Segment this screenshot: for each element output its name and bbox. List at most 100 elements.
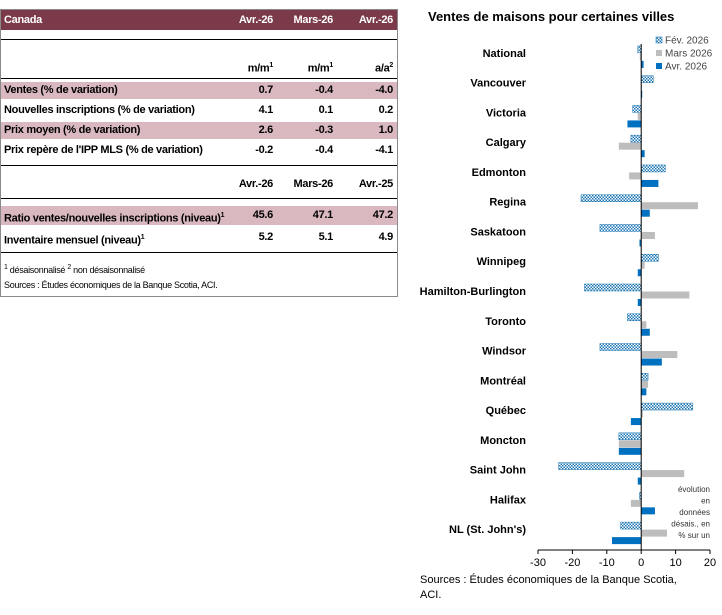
table-row: Ventes (% de variation) 0.7 -0.4 -4.0 — [1, 82, 397, 99]
row-value: 0.7 — [258, 84, 274, 96]
bar — [641, 507, 655, 515]
row-value: 0.2 — [378, 104, 394, 116]
bar — [629, 172, 642, 180]
bar — [599, 224, 642, 232]
bar — [618, 440, 642, 448]
row-label: Prix moyen (% de variation) — [4, 124, 141, 136]
annotation-line: évolution — [678, 485, 710, 494]
bar — [632, 105, 642, 113]
x-tick-label: -30 — [530, 557, 546, 569]
table-source: Sources : Études économiques de la Banqu… — [4, 280, 218, 290]
row-value: 4.9 — [378, 231, 394, 243]
table-subheader-row: Avr.-26 Mars-26 Avr.-25 — [1, 176, 397, 192]
chart-source-line: ACI. — [420, 589, 442, 601]
row-value: -4.1 — [375, 144, 393, 156]
subheader-c3: Avr.-25 — [358, 178, 393, 190]
row-value: 5.1 — [318, 231, 334, 243]
bar — [641, 202, 698, 210]
bar — [637, 45, 642, 54]
bar — [584, 283, 642, 292]
category-label: Winnipeg — [477, 256, 526, 268]
category-label: Hamilton-Burlington — [420, 286, 527, 298]
table-divider — [1, 39, 397, 40]
units-c2: m/m1 — [307, 62, 334, 75]
bar — [637, 477, 642, 485]
bar — [641, 470, 685, 478]
bar — [641, 261, 645, 269]
category-label: Moncton — [480, 435, 526, 447]
table-header-c3: Avr.-26 — [358, 14, 393, 26]
legend-swatch — [656, 63, 662, 69]
category-label: Québec — [486, 405, 526, 417]
category-label: National — [483, 48, 526, 60]
bar — [641, 179, 659, 187]
row-value: 4.1 — [258, 104, 274, 116]
annotation-line: en — [701, 497, 710, 506]
units-c3: a/a2 — [375, 62, 393, 75]
legend-label: Fév. 2026 — [665, 36, 709, 47]
category-label: Windsor — [482, 346, 527, 358]
row-label: Ventes (% de variation) — [4, 84, 118, 96]
bar — [640, 164, 666, 173]
bar — [641, 410, 643, 418]
bar — [637, 269, 642, 277]
x-tick-label: 20 — [704, 557, 716, 569]
annotation-line: désais., en — [671, 520, 710, 529]
table-divider — [1, 78, 397, 79]
table-row: Prix repère de l'IPP MLS (% de variation… — [1, 142, 397, 159]
housing-table: Canada Avr.-26 Mars-26 Avr.-26 m/m1 m/m1… — [0, 9, 398, 297]
bar — [641, 60, 644, 68]
table-header-row: Canada Avr.-26 Mars-26 Avr.-26 — [1, 10, 397, 30]
bar — [639, 53, 642, 61]
chart-source-line: Sources : Études économiques de la Banqu… — [420, 574, 677, 586]
table-units-row: m/m1 m/m1 a/a2 — [1, 58, 397, 75]
category-label: Saint John — [470, 465, 527, 477]
bar — [620, 521, 642, 530]
category-label: Saskatoon — [470, 226, 526, 238]
bar — [630, 499, 642, 507]
bar — [641, 351, 678, 359]
row-value: 1.0 — [378, 124, 394, 136]
legend-swatch — [655, 36, 663, 44]
subheader-c2: Mars-26 — [293, 178, 334, 190]
bar — [618, 432, 642, 441]
row-value: 47.1 — [312, 209, 334, 221]
bar — [637, 299, 642, 306]
table-row: Nouvelles inscriptions (% de variation) … — [1, 102, 397, 119]
annotation-line: % sur un — [678, 531, 710, 540]
bar — [641, 150, 645, 158]
category-label: Edmonton — [472, 167, 527, 179]
category-label: Vancouver — [470, 78, 526, 90]
bar — [641, 529, 667, 537]
bar — [641, 328, 650, 336]
table-divider — [1, 165, 397, 166]
row-label: Inventaire mensuel (niveau)1 — [4, 234, 145, 247]
bar — [641, 291, 690, 299]
x-tick-label: 0 — [638, 557, 644, 569]
row-value: 0.1 — [318, 104, 334, 116]
category-label: Montréal — [480, 375, 526, 387]
bar — [640, 373, 649, 381]
row-value: -0.2 — [255, 144, 273, 156]
bar — [641, 209, 650, 217]
chart-source: Sources : Études économiques de la Banqu… — [420, 573, 710, 603]
bar — [599, 343, 642, 351]
category-label: Calgary — [486, 137, 527, 149]
bar — [640, 75, 654, 83]
category-label: Halifax — [490, 494, 527, 506]
category-label: Toronto — [485, 316, 526, 328]
row-value: 47.2 — [372, 209, 394, 221]
table-header-c2: Mars-26 — [293, 14, 334, 26]
bar — [641, 321, 647, 329]
category-label: Victoria — [486, 107, 527, 119]
bar — [630, 418, 642, 426]
bar — [627, 313, 642, 322]
row-value: 2.6 — [258, 124, 274, 136]
table-row: Prix moyen (% de variation) 2.6 -0.3 1.0 — [1, 122, 397, 139]
bar — [641, 358, 662, 366]
table-header-c1: Avr.-26 — [238, 14, 273, 26]
row-label: Nouvelles inscriptions (% de variation) — [4, 104, 195, 116]
bar — [641, 388, 647, 396]
bar — [618, 142, 642, 150]
row-value: 45.6 — [252, 209, 274, 221]
